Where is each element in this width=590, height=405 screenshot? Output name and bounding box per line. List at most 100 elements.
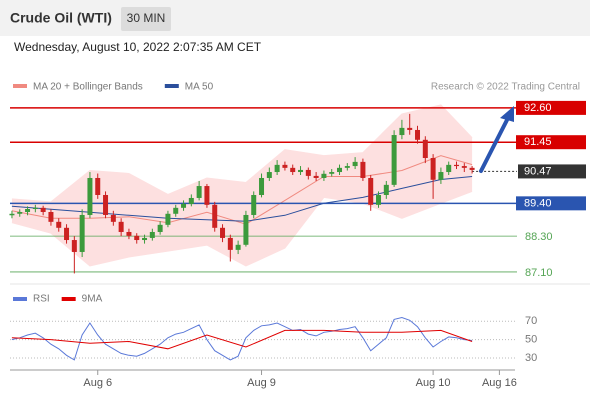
- legend-label: MA 20 + Bollinger Bands: [33, 82, 143, 93]
- candle-body: [446, 164, 452, 173]
- candle-body: [305, 169, 311, 176]
- y-tick-label: 50: [525, 334, 537, 346]
- candle-body: [212, 204, 218, 228]
- candle-body: [469, 167, 475, 170]
- bollinger-band-edge: [11, 104, 473, 203]
- candle-body: [399, 127, 405, 136]
- candle-body: [438, 172, 444, 180]
- legend-swatch: [164, 84, 179, 88]
- header-bar: [0, 0, 590, 36]
- candle-body: [220, 227, 226, 238]
- candle-body: [17, 211, 23, 214]
- candle-body: [274, 164, 280, 173]
- candle-body: [149, 231, 155, 238]
- candle-body: [368, 177, 374, 205]
- interval-label[interactable]: 30 MIN: [127, 11, 166, 25]
- candle-body: [87, 177, 93, 215]
- x-tick-label: Aug 9: [247, 377, 276, 389]
- candle-body: [64, 227, 70, 241]
- candle-body: [103, 194, 109, 215]
- candle-body: [298, 169, 304, 173]
- candle-body: [227, 237, 233, 250]
- price-panel: MA 20 + Bollinger Bands MA 50 Research © 2…: [9, 82, 586, 389]
- x-tick-label: Aug 6: [83, 377, 112, 389]
- candle-body: [243, 214, 249, 245]
- candle-body: [56, 221, 62, 228]
- candle-body: [157, 224, 163, 232]
- level-label-box: [518, 164, 586, 179]
- level-label-box: [516, 196, 586, 211]
- forecast-arrowhead: [500, 106, 514, 122]
- candle-body: [173, 207, 179, 214]
- candle-body: [391, 135, 397, 185]
- candle-body: [196, 186, 202, 198]
- candle-body: [266, 172, 272, 178]
- candle-body: [337, 167, 343, 173]
- candle-body: [352, 161, 358, 167]
- candle-body: [79, 214, 85, 252]
- level-label: 88.30: [525, 231, 553, 243]
- candle-body: [251, 194, 257, 215]
- x-tick-label: Aug 10: [416, 377, 451, 389]
- candle-body: [9, 213, 15, 216]
- level-label: 87.10: [525, 267, 553, 279]
- candle-body: [360, 161, 366, 178]
- candle-body: [415, 129, 421, 140]
- level-label: 89.40: [524, 197, 552, 209]
- candle-body: [40, 207, 46, 212]
- candle-body: [344, 166, 350, 168]
- candle-body: [142, 237, 148, 241]
- level-label: 90.47: [524, 165, 552, 177]
- forecast-arrow: [479, 116, 510, 173]
- candle-body: [290, 167, 296, 173]
- candle-body: [321, 173, 327, 178]
- candle-body: [329, 172, 335, 174]
- legend-label: 9MA: [82, 294, 103, 305]
- candle-body: [430, 158, 436, 180]
- level-label-box: [516, 100, 586, 115]
- legend-swatch: [13, 297, 27, 301]
- y-tick-label: 70: [525, 315, 537, 327]
- candle-body: [95, 177, 101, 195]
- candle-body: [376, 194, 382, 205]
- candle-body: [165, 213, 171, 225]
- candle-body: [313, 175, 319, 178]
- candle-body: [118, 221, 124, 232]
- credit: Research © 2022 Trading Central: [431, 82, 580, 93]
- legend-swatch: [13, 84, 27, 88]
- level-label: 92.60: [524, 102, 552, 114]
- level-label: 91.45: [524, 136, 552, 148]
- candle-body: [454, 164, 460, 167]
- candle-body: [48, 211, 54, 222]
- candle-body: [134, 235, 140, 241]
- bollinger-band-edge: [11, 190, 473, 267]
- candle-body: [461, 166, 467, 168]
- legend-swatch: [61, 297, 76, 301]
- legend-label: MA 50: [185, 82, 214, 93]
- candle-body: [282, 164, 288, 168]
- indicator-line: [11, 316, 473, 361]
- candle-body: [181, 203, 187, 208]
- candle-body: [383, 184, 389, 195]
- candle-body: [422, 139, 428, 159]
- datetime: Wednesday, August 10, 2022 2:07:35 AM CE…: [14, 40, 262, 54]
- candle-body: [204, 186, 210, 205]
- rsi-panel: RSI 9MA 30 50 70: [10, 294, 537, 364]
- candle-body: [32, 207, 38, 210]
- candle-body: [110, 214, 116, 222]
- candle-body: [25, 209, 31, 212]
- legend-label: RSI: [33, 294, 50, 305]
- candle-body: [259, 177, 265, 195]
- indicator-line: [11, 329, 473, 350]
- candle-body: [126, 231, 132, 236]
- candle-body: [71, 240, 77, 252]
- y-tick-label: 30: [525, 352, 537, 364]
- candle-body: [235, 244, 241, 250]
- candle-body: [407, 127, 413, 130]
- interval-button[interactable]: [121, 7, 171, 31]
- title: Crude Oil (WTI): [10, 10, 112, 26]
- candle-body: [188, 197, 194, 204]
- bollinger-band-fill: [11, 104, 473, 266]
- x-tick-label: Aug 16: [482, 377, 517, 389]
